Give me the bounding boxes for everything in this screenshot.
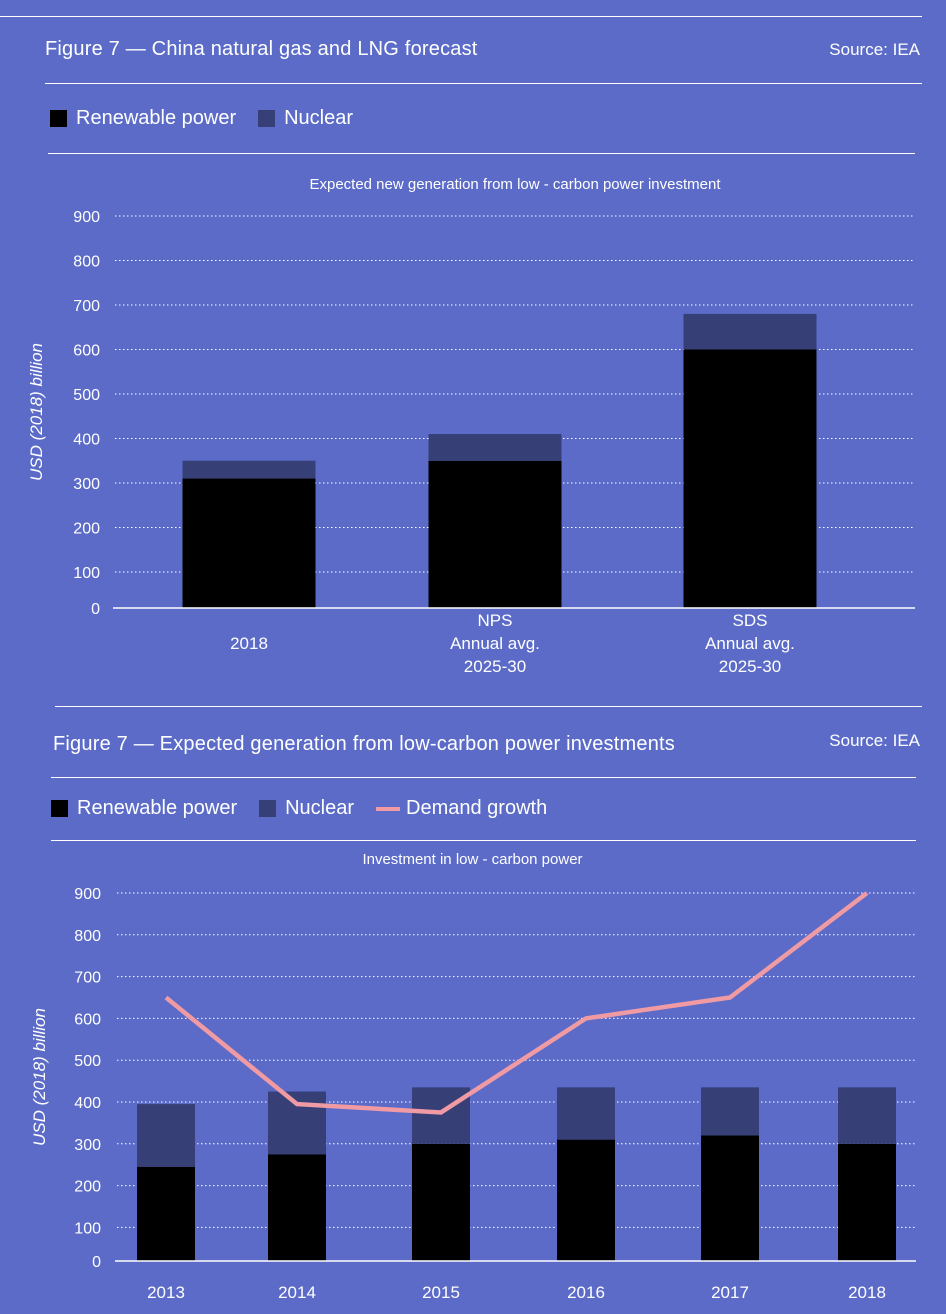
chart2-plot: 0 100 200 300 400 500 600 700 800 900 USD (2018) b… — [30, 886, 916, 1302]
legend-renewable: Renewable power — [51, 797, 237, 820]
chart1-subtitle: Expected new generation from low - carbo… — [309, 176, 721, 193]
bar-renewable — [428, 460, 562, 608]
chart1-legend: Renewable power Nuclear — [50, 107, 375, 130]
bar-renewable — [557, 1139, 615, 1261]
bar-renewable — [137, 1166, 195, 1261]
chart1-plot: 0 100 200 300 400 500 600 700 800 900 USD (2018) b… — [27, 209, 915, 676]
bar-nuclear — [428, 434, 562, 461]
bar-nuclear — [412, 1087, 470, 1144]
x-tick-label: 2018 — [230, 634, 268, 653]
y-tick-label: 400 — [73, 432, 100, 449]
nuclear-swatch-icon — [258, 110, 276, 127]
legend-label: Nuclear — [285, 797, 355, 819]
bar-nuclear — [557, 1087, 615, 1140]
x-tick-label: 2015 — [422, 1283, 460, 1302]
x-tick-label: Annual avg. — [450, 634, 540, 653]
legend-nuclear: Nuclear — [258, 107, 353, 130]
y-tick-label: 0 — [92, 1254, 101, 1271]
y-tick-label: 200 — [74, 1179, 101, 1196]
y-tick-label: 800 — [74, 928, 101, 945]
legend-renewable: Renewable power — [50, 107, 236, 130]
y-tick-label: 700 — [74, 970, 101, 987]
top-divider — [0, 16, 922, 17]
renewable-swatch-icon — [51, 800, 68, 817]
x-tick-label: 2013 — [147, 1283, 185, 1302]
chart2-title-divider — [51, 777, 916, 778]
bar-renewable — [701, 1135, 759, 1261]
legend-label: Renewable power — [76, 107, 237, 129]
chart2-top-divider — [55, 706, 922, 707]
x-tick-label: 2017 — [711, 1283, 749, 1302]
y-tick-label: 900 — [74, 886, 101, 903]
x-tick-label: 2018 — [848, 1283, 886, 1302]
x-tick-label: 2014 — [278, 1283, 316, 1302]
legend-label: Demand growth — [406, 797, 548, 819]
bar-renewable — [838, 1143, 896, 1261]
y-tick-label: 300 — [73, 476, 100, 493]
x-tick-label: 2025-30 — [719, 657, 781, 676]
y-tick-label: 600 — [74, 1011, 101, 1028]
legend-label: Renewable power — [77, 797, 238, 819]
x-tick-label: NPS — [478, 611, 513, 630]
chart1-title: Figure 7 — China natural gas and LNG for… — [45, 38, 478, 60]
y-tick-label: 0 — [91, 601, 100, 618]
y-tick-label: 100 — [73, 565, 100, 582]
y-tick-label: 600 — [73, 343, 100, 360]
x-tick-label: 2016 — [567, 1283, 605, 1302]
bar-nuclear — [683, 313, 817, 350]
y-tick-label: 500 — [74, 1053, 101, 1070]
y-tick-label: 100 — [74, 1220, 101, 1237]
bar-renewable — [412, 1143, 470, 1261]
bar-renewable — [182, 478, 316, 608]
bar-nuclear — [268, 1091, 326, 1155]
bar-renewable — [268, 1154, 326, 1261]
chart1-legend-divider — [48, 153, 915, 154]
y-axis-label: USD (2018) billion — [30, 1008, 49, 1146]
y-tick-label: 500 — [73, 387, 100, 404]
nuclear-swatch-icon — [259, 800, 277, 817]
demand-line-icon — [376, 806, 401, 811]
demand-growth-line — [164, 891, 869, 1115]
y-tick-label: 700 — [73, 298, 100, 315]
bar-nuclear — [838, 1087, 896, 1144]
y-axis-label: USD (2018) billion — [27, 343, 46, 481]
chart2-subtitle: Investment in low - carbon power — [362, 851, 583, 868]
x-tick-label: 2025-30 — [464, 657, 526, 676]
chart2-legend-divider — [51, 840, 916, 841]
bar-nuclear — [701, 1087, 759, 1136]
legend-label: Nuclear — [284, 107, 354, 129]
y-tick-label: 900 — [73, 209, 100, 226]
chart1-source: Source: IEA — [829, 40, 920, 59]
chart2-title: Figure 7 — Expected generation from low-… — [53, 733, 675, 755]
renewable-swatch-icon — [50, 110, 67, 127]
y-tick-label: 300 — [74, 1137, 101, 1154]
bar-nuclear — [182, 460, 316, 479]
y-tick-label: 400 — [74, 1095, 101, 1112]
y-tick-label: 200 — [73, 521, 100, 538]
legend-nuclear: Nuclear — [259, 797, 354, 820]
x-tick-label: SDS — [733, 611, 768, 630]
y-tick-label: 800 — [73, 254, 100, 271]
chart2-source: Source: IEA — [829, 731, 920, 750]
legend-demand: Demand growth — [376, 797, 547, 820]
bar-nuclear — [137, 1104, 195, 1167]
chart1-title-divider — [45, 83, 922, 84]
bar-renewable — [683, 349, 817, 608]
x-tick-label: Annual avg. — [705, 634, 795, 653]
chart2-legend: Renewable power Nuclear Demand growth — [51, 797, 569, 820]
